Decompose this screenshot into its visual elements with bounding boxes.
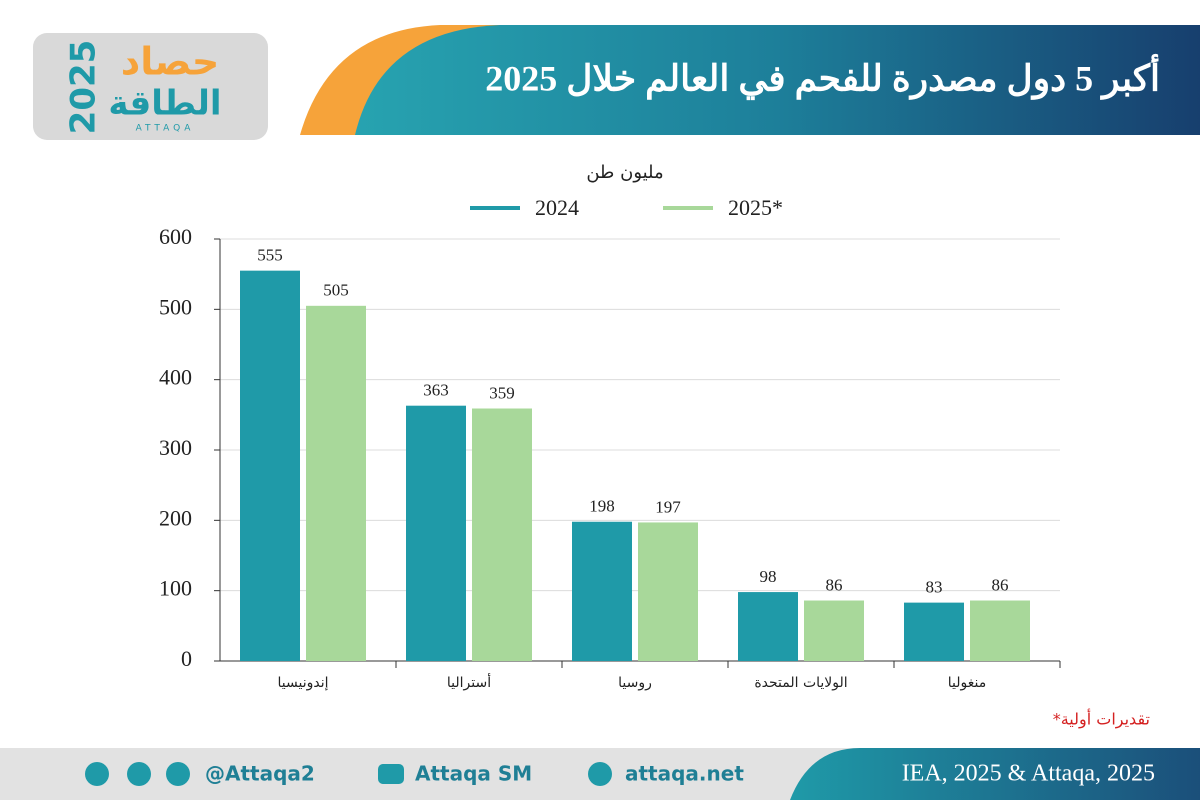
note: *تقديرات أولية xyxy=(1053,709,1150,730)
bar xyxy=(240,270,300,661)
x-tick-label: أستراليا xyxy=(447,673,491,691)
bar xyxy=(406,405,466,661)
y-tick-label: 300 xyxy=(159,435,192,460)
y-tick-label: 600 xyxy=(159,224,192,249)
value-label: 505 xyxy=(323,281,349,300)
chart-title: أكبر 5 دول مصدرة للفحم في العالم خلال 20… xyxy=(485,53,1160,100)
value-label: 197 xyxy=(655,497,681,516)
x-tick-label: إندونيسيا xyxy=(278,675,329,691)
value-label: 86 xyxy=(992,575,1009,594)
value-label: 363 xyxy=(423,381,449,400)
value-label: 555 xyxy=(257,246,283,265)
value-label: 359 xyxy=(489,383,515,402)
value-label: 98 xyxy=(760,567,777,586)
value-label: 83 xyxy=(926,578,943,597)
x-icon[interactable] xyxy=(85,762,109,786)
value-label: 86 xyxy=(826,575,843,594)
twitter-handle[interactable]: @Attaqa2 xyxy=(205,762,315,786)
bar xyxy=(306,305,366,661)
instagram-icon[interactable] xyxy=(127,762,151,786)
x-tick-label: الولايات المتحدة xyxy=(754,675,847,691)
y-tick-label: 0 xyxy=(181,646,192,671)
y-tick-label: 500 xyxy=(159,294,192,319)
legend-label: 2024 xyxy=(535,195,579,220)
footer-accent xyxy=(790,748,1200,800)
unit-label: مليون طن xyxy=(586,162,663,183)
web-icon[interactable] xyxy=(588,762,612,786)
value-label: 198 xyxy=(589,497,615,516)
youtube-handle[interactable]: Attaqa SM xyxy=(415,762,532,786)
bar xyxy=(738,592,798,661)
bar xyxy=(904,602,964,661)
logo-year: 2025 xyxy=(64,40,104,135)
website[interactable]: attaqa.net xyxy=(625,762,744,786)
y-tick-label: 400 xyxy=(159,365,192,390)
facebook-icon[interactable] xyxy=(166,762,190,786)
y-tick-label: 100 xyxy=(159,576,192,601)
bar xyxy=(804,600,864,661)
source: IEA, 2025 & Attaqa, 2025 xyxy=(902,761,1155,787)
legend-label: 2025* xyxy=(728,195,783,220)
x-tick-label: روسيا xyxy=(618,675,652,691)
y-tick-label: 200 xyxy=(159,505,192,530)
logo-box xyxy=(33,33,268,140)
header-band xyxy=(355,25,1200,135)
bar xyxy=(638,522,698,661)
youtube-icon[interactable] xyxy=(378,764,404,784)
bar xyxy=(472,408,532,661)
logo-latin: ATTAQA xyxy=(136,124,195,134)
bar xyxy=(970,600,1030,661)
logo-word: حصاد xyxy=(121,40,220,84)
bar xyxy=(572,521,632,661)
logo-brand: الطاقة xyxy=(108,84,221,124)
x-tick-label: منغوليا xyxy=(948,675,986,691)
